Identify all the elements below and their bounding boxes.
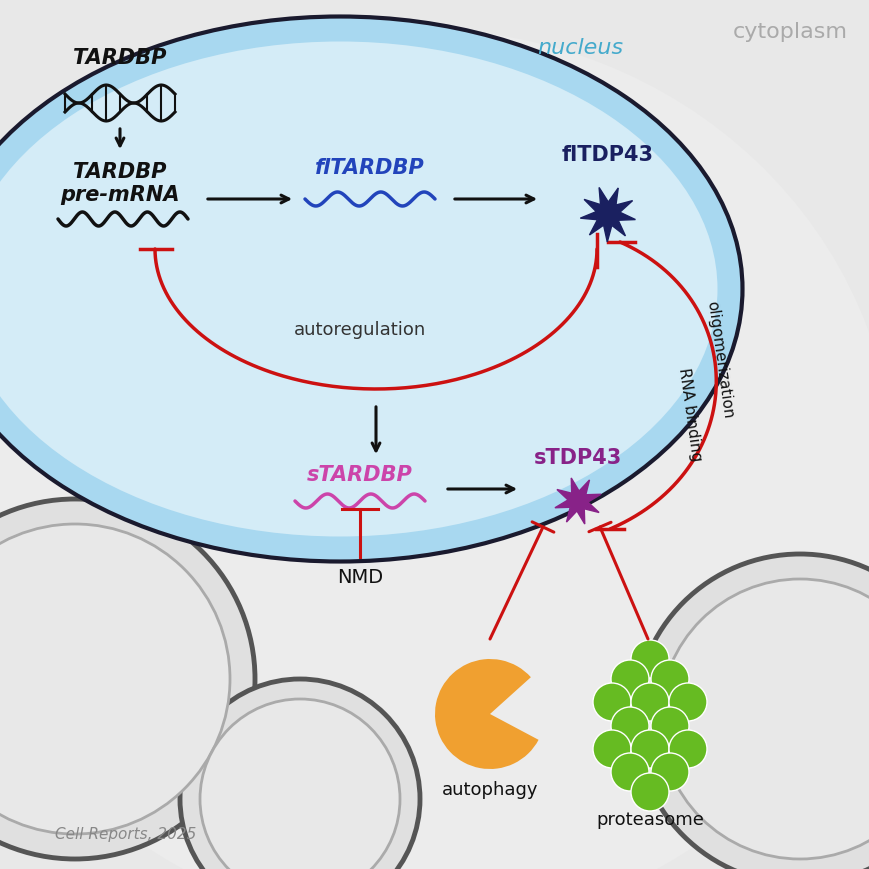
Circle shape [630,730,668,768]
Circle shape [0,500,255,859]
Text: autophagy: autophagy [441,780,538,798]
Circle shape [0,524,229,834]
Text: sTARDBP: sTARDBP [307,464,413,484]
Circle shape [650,753,688,791]
Circle shape [610,753,648,791]
Circle shape [610,707,648,745]
Wedge shape [434,660,538,769]
Polygon shape [580,189,634,242]
Circle shape [630,773,668,811]
Text: pre-mRNA: pre-mRNA [60,185,180,205]
Text: NMD: NMD [336,567,382,587]
Text: RNA binding: RNA binding [675,367,703,462]
Circle shape [180,680,420,869]
Circle shape [593,683,630,721]
Text: cytoplasm: cytoplasm [732,22,846,42]
Circle shape [668,730,706,768]
Ellipse shape [0,20,740,560]
Text: TARDBP: TARDBP [73,162,167,182]
Circle shape [200,700,400,869]
Text: oligomerization: oligomerization [704,300,735,420]
Circle shape [593,730,630,768]
Circle shape [668,683,706,721]
Circle shape [650,660,688,698]
Circle shape [610,660,648,698]
Text: flTDP43: flTDP43 [561,145,653,165]
Circle shape [634,554,869,869]
Circle shape [650,707,688,745]
Text: flTARDBP: flTARDBP [315,158,424,178]
Circle shape [630,640,668,678]
Text: nucleus: nucleus [536,38,622,58]
Ellipse shape [0,30,869,869]
Text: autoregulation: autoregulation [294,321,426,339]
Text: proteasome: proteasome [595,810,703,828]
Polygon shape [554,479,600,524]
Circle shape [630,683,668,721]
Text: sTDP43: sTDP43 [534,448,621,468]
Circle shape [660,580,869,859]
Text: TARDBP: TARDBP [73,48,167,68]
Text: Cell Reports, 2025: Cell Reports, 2025 [55,826,196,841]
